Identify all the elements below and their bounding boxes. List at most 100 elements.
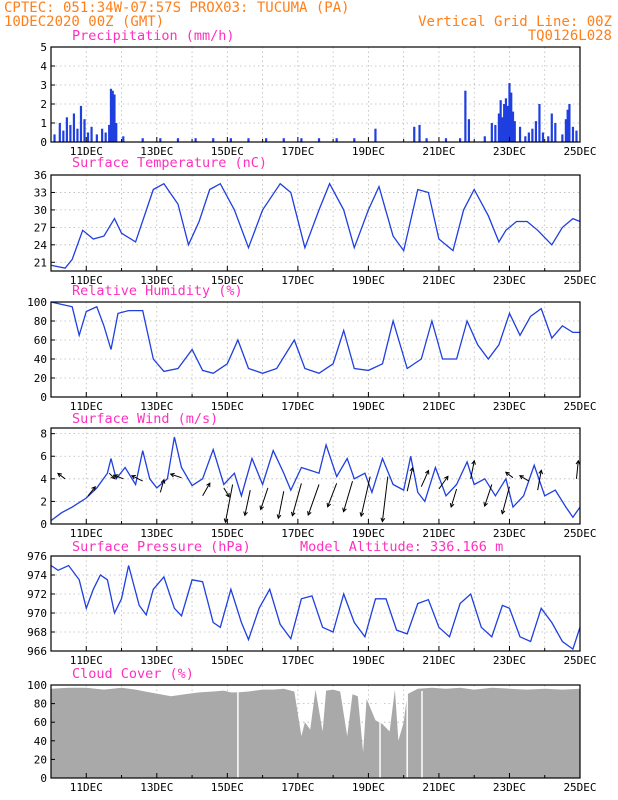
y-tick-label: 24: [34, 239, 48, 252]
wind-vector-head: [425, 469, 430, 475]
wind-vector-head: [449, 502, 455, 508]
y-tick-label: 20: [34, 753, 47, 766]
wind-vector: [519, 475, 530, 482]
header-grid-note: Vertical Grid Line: 00Z: [418, 14, 612, 30]
x-tick-label: 17DEC: [281, 145, 314, 158]
rh-series-line: [50, 301, 580, 375]
x-tick-label: 21DEC: [422, 145, 455, 158]
precip-bar: [104, 132, 107, 142]
wind-vector-head: [57, 472, 62, 478]
precip-bar: [159, 138, 162, 142]
wind-vector-head: [307, 511, 312, 517]
y-tick-label: 976: [27, 550, 47, 563]
x-tick-label: 23DEC: [493, 527, 526, 540]
precip-bar: [527, 132, 530, 142]
precip-bar: [458, 138, 462, 142]
wind-vector-head: [243, 511, 248, 517]
x-tick-label: 25DEC: [563, 527, 596, 540]
x-tick-label: 13DEC: [140, 400, 173, 413]
wind-vector-head: [169, 472, 175, 478]
wind-vector: [277, 491, 285, 519]
precip-bar: [115, 123, 118, 142]
y-tick-label: 40: [34, 735, 47, 748]
surface-pressure-panel: Surface Pressure (hPa) Model Altitude: 3…: [27, 539, 596, 667]
precip-bar: [547, 136, 550, 142]
y-tick-label: 0: [40, 136, 47, 149]
y-tick-label: 970: [27, 607, 47, 620]
header-model-id: TQ0126L028: [528, 28, 612, 44]
precip-bar: [510, 92, 513, 142]
y-tick-label: 972: [27, 588, 47, 601]
wind-vector: [360, 476, 371, 517]
precip-bar: [575, 130, 578, 142]
precip-bar: [69, 124, 72, 142]
x-tick-label: 11DEC: [70, 145, 103, 158]
x-tick-label: 25DEC: [563, 654, 596, 667]
model-altitude-label: Model Altitude: 336.166 m: [300, 539, 503, 555]
y-tick-label: 80: [34, 315, 47, 328]
x-tick-label: 15DEC: [211, 654, 244, 667]
x-tick-label: 19DEC: [352, 781, 385, 794]
header-run-date: 10DEC2020 00Z (GMT): [4, 14, 164, 30]
y-tick-label: 80: [34, 698, 47, 711]
wind-vector: [537, 470, 542, 491]
precip-bar: [566, 109, 569, 142]
x-tick-label: 11DEC: [70, 527, 103, 540]
y-tick-label: 33: [34, 186, 47, 199]
precip-bar: [229, 138, 232, 142]
wind-vector: [244, 490, 251, 516]
x-tick-label: 15DEC: [211, 274, 244, 287]
wind-vector: [202, 482, 211, 497]
precip-bar: [113, 94, 116, 142]
wind-vector: [501, 486, 510, 514]
wind-vector-head: [290, 511, 296, 517]
precip-bar: [506, 105, 509, 142]
wind-vector: [505, 471, 514, 479]
x-tick-label: 21DEC: [422, 400, 455, 413]
x-tick-label: 21DEC: [422, 781, 455, 794]
x-tick-label: 17DEC: [281, 654, 314, 667]
x-tick-label: 19DEC: [352, 527, 385, 540]
precip-bar: [90, 126, 93, 142]
precip-bar: [265, 138, 268, 142]
wind-vector: [224, 484, 234, 523]
precip-bar: [571, 126, 575, 142]
x-tick-label: 17DEC: [281, 527, 314, 540]
y-tick-label: 6: [40, 450, 47, 463]
precip-bar: [86, 132, 90, 142]
wind-vector-head: [538, 469, 544, 475]
precip-bar: [58, 123, 61, 142]
x-tick-label: 21DEC: [422, 527, 455, 540]
precip-bar: [511, 111, 515, 142]
x-tick-label: 13DEC: [140, 781, 173, 794]
precip-bar: [282, 138, 285, 142]
x-tick-label: 23DEC: [493, 274, 526, 287]
precip-bar: [490, 123, 493, 142]
wind-vector-head: [359, 512, 365, 518]
x-tick-label: 17DEC: [281, 781, 314, 794]
wind-vector: [575, 460, 579, 479]
wind-vector-head: [471, 459, 476, 465]
wind-vector-head: [91, 485, 96, 491]
wind-vector: [470, 460, 475, 479]
wind-vector: [108, 472, 115, 479]
y-tick-label: 60: [34, 716, 47, 729]
x-tick-label: 11DEC: [70, 781, 103, 794]
wind-vector-head: [110, 474, 116, 480]
precip-bar: [513, 121, 516, 142]
x-tick-label: 23DEC: [493, 145, 526, 158]
y-tick-label: 4: [40, 473, 47, 486]
wind-vector: [291, 483, 302, 516]
precip-bar: [413, 126, 416, 142]
precip-bar: [483, 136, 486, 142]
x-tick-label: 23DEC: [493, 400, 526, 413]
x-tick-label: 23DEC: [493, 781, 526, 794]
precip-bar: [374, 128, 377, 142]
x-tick-label: 19DEC: [352, 145, 385, 158]
precip-bar: [501, 117, 504, 142]
precip-bar: [53, 134, 56, 142]
x-tick-label: 13DEC: [140, 274, 173, 287]
precip-bar: [531, 128, 534, 142]
precip-bar: [524, 136, 527, 142]
wind-vector: [307, 484, 320, 516]
